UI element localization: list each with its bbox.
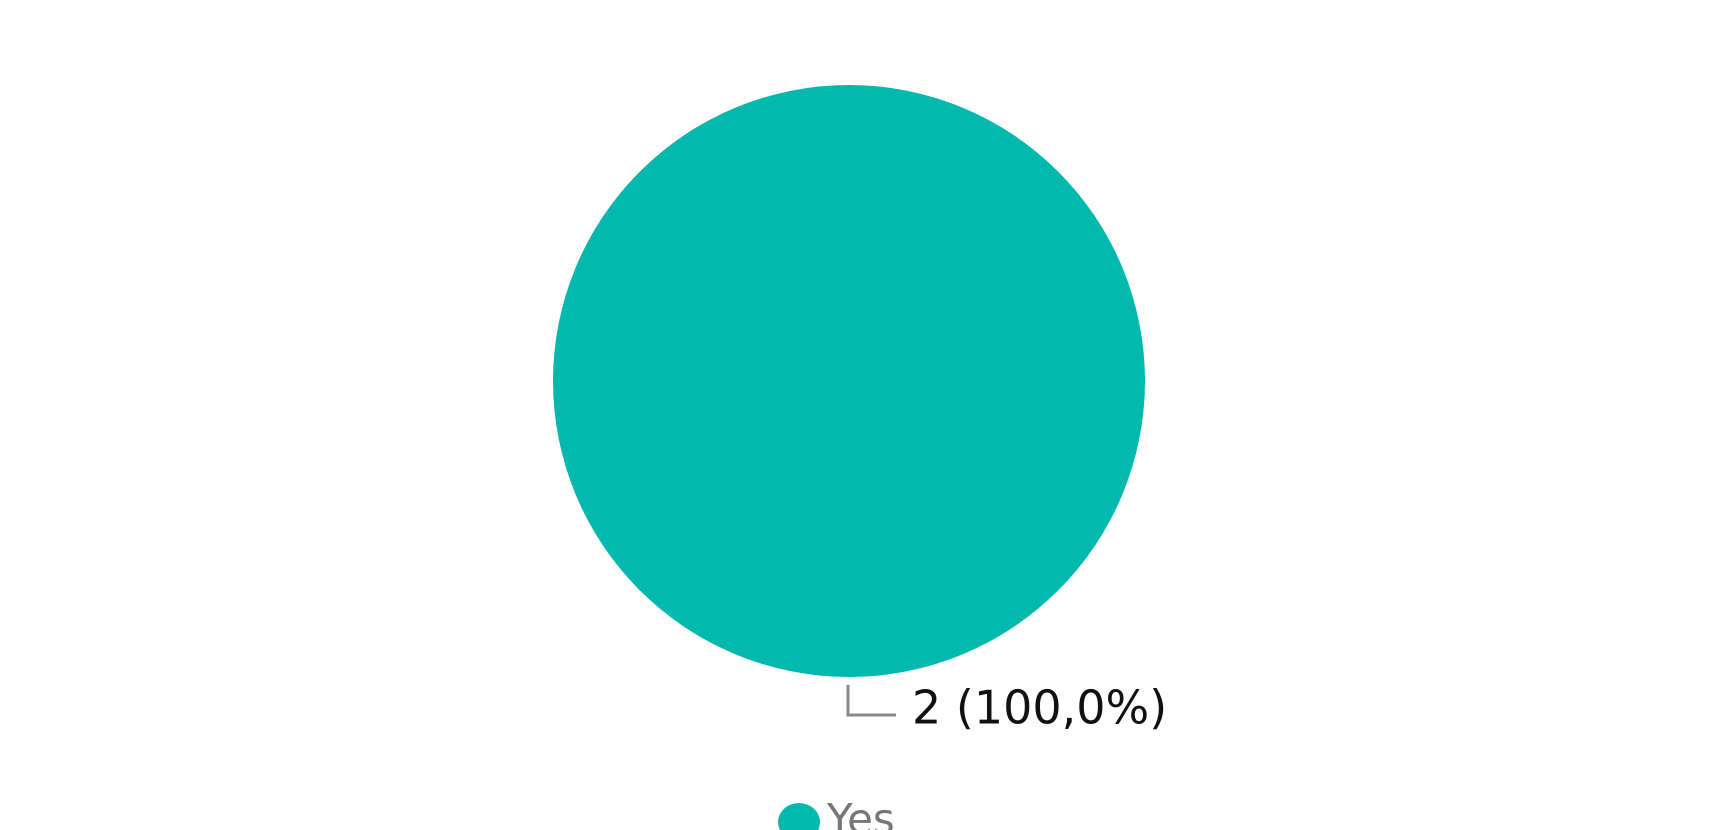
leader-line [846, 685, 896, 717]
pie-slice [553, 85, 1145, 677]
legend-label: Yes [826, 795, 895, 830]
legend-marker [778, 803, 820, 830]
data-label: 2 (100,0%) [912, 681, 1167, 735]
